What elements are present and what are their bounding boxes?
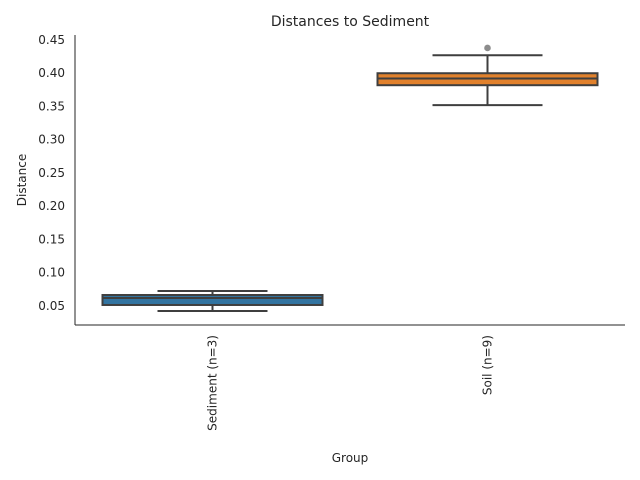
box (101, 294, 324, 306)
y-axis-label: Distance (15, 154, 29, 206)
y-tick-label: 0.10 (38, 266, 65, 280)
y-tick-label: 0.35 (38, 99, 65, 113)
y-tick-label: 0.45 (38, 33, 65, 47)
y-tick-label: 0.30 (38, 133, 65, 147)
y-tick-label: 0.40 (38, 66, 65, 80)
y-tick-label: 0.05 (38, 299, 65, 313)
y-tick-label: 0.15 (38, 232, 65, 246)
x-axis-label: Group (332, 451, 369, 465)
outlier-point (484, 44, 491, 52)
x-tick-label: Sediment (n=3) (206, 335, 220, 431)
y-tick-label: 0.20 (38, 199, 65, 213)
chart-title: Distances to Sediment (271, 14, 430, 30)
x-tick-label: Soil (n=9) (481, 335, 495, 395)
y-tick-label: 0.25 (38, 166, 65, 180)
